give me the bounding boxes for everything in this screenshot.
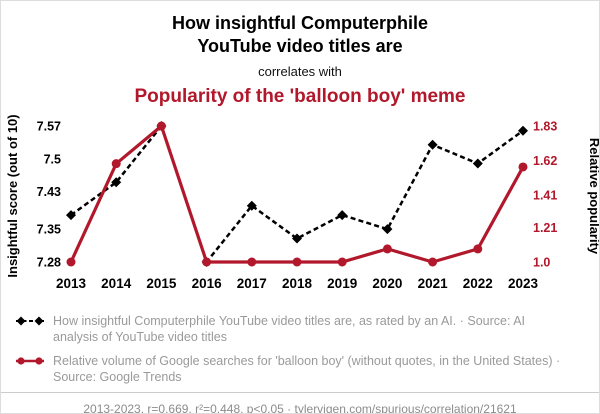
chart-area: Insightful score (out of 10) Relative po… [1, 110, 599, 309]
left-axis-label: Insightful score (out of 10) [5, 114, 20, 277]
marker-circle [337, 257, 347, 267]
right-axis-label: Relative popularity [587, 138, 600, 255]
marker-circle [518, 162, 528, 172]
marker-circle [292, 257, 302, 267]
x-tick-label: 2021 [418, 276, 449, 291]
page-title-line2: YouTube video titles are [197, 35, 403, 56]
x-tick-label: 2017 [237, 276, 267, 291]
legend-item-label: Relative volume of Google searches for '… [53, 353, 561, 384]
footer-link[interactable]: tylervigen.com/spurious/correlation/2162… [294, 402, 517, 414]
left-tick-label: 7.43 [37, 185, 61, 199]
x-tick-label: 2016 [192, 276, 223, 291]
marker-circle [111, 159, 121, 169]
marker-diamond [246, 200, 257, 211]
x-tick-label: 2013 [56, 276, 87, 291]
right-tick-label: 1.41 [533, 188, 557, 202]
x-tick-label: 2020 [372, 276, 402, 291]
right-tick-label: 1.21 [533, 221, 557, 235]
x-tick-label: 2015 [146, 276, 177, 291]
x-tick-label: 2014 [101, 276, 132, 291]
marker-circle [428, 257, 438, 267]
correlates-with-text: correlates with [258, 64, 342, 79]
x-tick-label: 2018 [282, 276, 313, 291]
marker-diamond [472, 158, 483, 169]
footer-stats: 2013-2023, r=0.669, r²=0.448, p<0.05 [83, 402, 284, 414]
legend: How insightful Computerphile YouTube vid… [1, 309, 599, 392]
left-tick-label: 7.28 [37, 256, 61, 270]
secondary-title: Popularity of the 'balloon boy' meme [134, 86, 466, 107]
footer-separator: · [283, 402, 295, 414]
legend-item-insightful-score: How insightful Computerphile YouTube vid… [13, 313, 587, 346]
marker-diamond [382, 224, 393, 235]
x-tick-label: 2019 [327, 276, 357, 291]
plot-svg: Insightful score (out of 10) Relative po… [5, 114, 600, 291]
dashed-diamond-line-icon [16, 316, 44, 326]
x-tick-label: 2023 [508, 276, 539, 291]
marker-diamond [292, 233, 302, 244]
left-tick-label: 7.5 [44, 152, 61, 166]
right-tick-label: 1.0 [533, 256, 550, 270]
marker-circle [202, 257, 212, 267]
page-title: How insightful Computerphile YouTube vid… [1, 12, 599, 57]
page-title-line1: How insightful Computerphile [172, 13, 428, 33]
circle-line-icon [16, 356, 44, 365]
series-line-insightful-score [70, 123, 524, 265]
header: How insightful Computerphile YouTube vid… [1, 1, 599, 108]
marker-diamond [337, 210, 348, 221]
legend-item-label: How insightful Computerphile YouTube vid… [53, 314, 526, 345]
marker-diamond [427, 139, 438, 150]
legend-item-balloon-boy: Relative volume of Google searches for '… [13, 353, 587, 386]
left-tick-label: 7.35 [37, 223, 61, 237]
marker-circle [66, 257, 76, 267]
left-tick-label: 7.57 [37, 120, 61, 134]
x-tick-label: 2022 [463, 276, 493, 291]
marker-diamond [111, 177, 122, 188]
marker-circle [156, 121, 166, 131]
right-tick-label: 1.83 [533, 120, 557, 134]
footer: 2013-2023, r=0.669, r²=0.448, p<0.05 · t… [1, 392, 599, 414]
marker-circle [473, 244, 483, 254]
marker-circle [382, 244, 392, 254]
marker-diamond [66, 210, 76, 221]
marker-circle [247, 257, 257, 267]
marker-diamond [518, 125, 528, 136]
right-tick-label: 1.62 [533, 154, 557, 168]
